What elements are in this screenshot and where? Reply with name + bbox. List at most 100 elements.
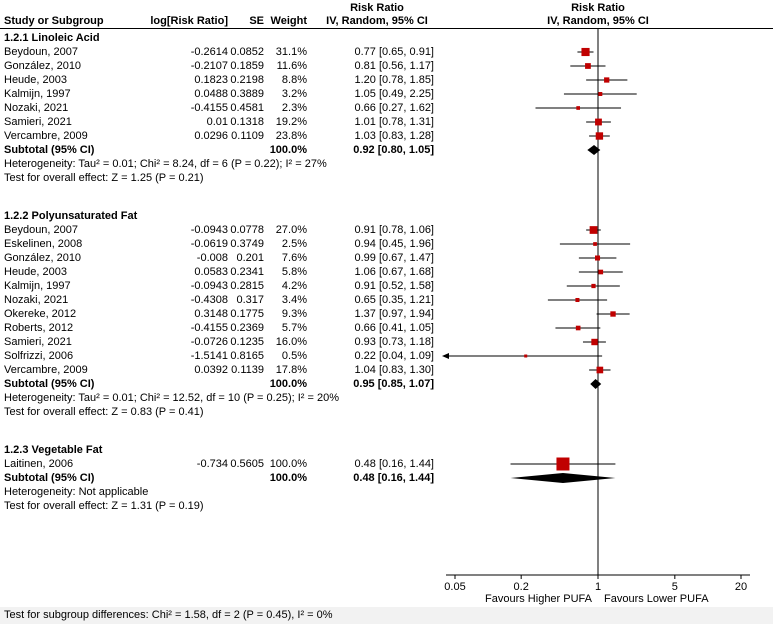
se-value: 0.3889 — [230, 88, 264, 100]
study-label: Eskelinen, 2008 — [4, 238, 83, 250]
study-row: Roberts, 2012 -0.4155 0.2369 5.7% 0.66 [0.41… — [0, 321, 773, 335]
weight-value: 3.2% — [281, 88, 307, 100]
weight-value: 9.3% — [281, 308, 307, 320]
log-rr-value: -0.0726 — [190, 336, 228, 348]
log-rr-value: -0.734 — [196, 458, 228, 470]
ci-text: 1.06 [0.67, 1.68] — [354, 266, 434, 278]
study-row: Samieri, 2021 0.01 0.1318 19.2% 1.01 [0.78, … — [0, 115, 773, 129]
se-value: 0.1775 — [230, 308, 264, 320]
study-row: Beydoun, 2007 -0.2614 0.0852 31.1% 0.77 [0.6… — [0, 45, 773, 59]
plot-column-subtitle: IV, Random, 95% CI — [547, 15, 649, 27]
weight-value: 2.3% — [281, 102, 307, 114]
effect-square — [596, 366, 604, 374]
study-row: Laitinen, 2006 -0.734 0.5605 100.0% 0.48 [0.… — [0, 457, 773, 471]
study-row: Eskelinen, 2008 -0.0619 0.3749 2.5% 0.94 [0.… — [0, 237, 773, 251]
weight-value: 5.8% — [281, 266, 307, 278]
study-label: Okereke, 2012 — [4, 308, 77, 320]
se-value: 0.3749 — [230, 238, 264, 250]
weight-value: 11.6% — [276, 60, 307, 72]
study-row: Kalmijn, 1997 0.0488 0.3889 3.2% 1.05 [0.49,… — [0, 87, 773, 101]
study-label: Nozaki, 2021 — [4, 102, 69, 114]
se-value: 0.2815 — [230, 280, 264, 292]
subtotal-diamond — [510, 473, 616, 483]
se-value: 0.1235 — [230, 336, 264, 348]
study-row: Vercambre, 2009 0.0296 0.1109 23.8% 1.03 [0.… — [0, 129, 773, 143]
subtotal-label: Subtotal (95% CI) — [4, 472, 95, 484]
log-rr-value: -0.0943 — [190, 280, 228, 292]
se-value: 0.8165 — [230, 350, 264, 362]
weight-value: 0.5% — [281, 350, 307, 362]
study-label: González, 2010 — [4, 60, 82, 72]
effect-square — [591, 338, 598, 346]
overall-effect-row: Test for overall effect: Z = 0.83 (P = 0… — [0, 405, 773, 419]
subgroup-title: 1.2.1 Linoleic Acid — [4, 32, 100, 44]
subgroup-title-row: 1.2.1 Linoleic Acid — [0, 31, 773, 45]
se-value: 0.5605 — [230, 458, 264, 470]
study-label: Heude, 2003 — [4, 266, 67, 278]
subtotal-label: Subtotal (95% CI) — [4, 378, 95, 390]
ci-text: 0.65 [0.35, 1.21] — [354, 294, 434, 306]
effect-square — [593, 242, 597, 246]
log-rr-value: -0.4155 — [190, 322, 228, 334]
study-label: Vercambre, 2009 — [4, 364, 88, 376]
subtotal-row: Subtotal (95% CI) 100.0% 0.48 [0.16, 1.44] — [0, 471, 773, 485]
effect-square — [595, 118, 602, 126]
study-label: Kalmijn, 1997 — [4, 88, 71, 100]
subgroup-title-row: 1.2.2 Polyunsaturated Fat — [0, 209, 773, 223]
ci-text: 0.22 [0.04, 1.09] — [354, 350, 434, 362]
study-row: Okereke, 2012 0.3148 0.1775 9.3% 1.37 [0.97,… — [0, 307, 773, 321]
effect-square — [610, 311, 616, 317]
ci-text: 0.99 [0.67, 1.47] — [354, 252, 434, 264]
weight-value: 27.0% — [275, 224, 307, 236]
ci-text: 0.91 [0.52, 1.58] — [354, 280, 434, 292]
study-label: Nozaki, 2021 — [4, 294, 69, 306]
subtotal-row: Subtotal (95% CI) 100.0% 0.95 [0.85, 1.07] — [0, 377, 773, 391]
effect-square — [598, 269, 604, 275]
study-label: Kalmijn, 1997 — [4, 280, 71, 292]
log-rr-value: 0.0392 — [194, 364, 228, 376]
ci-text: 0.66 [0.41, 1.05] — [354, 322, 434, 334]
heterogeneity-row: Heterogeneity: Not applicable — [0, 485, 773, 499]
favours-left-label: Favours Higher PUFA — [485, 593, 593, 605]
axis-tick-label: 1 — [595, 581, 601, 593]
heterogeneity-text: Heterogeneity: Tau² = 0.01; Chi² = 8.24,… — [4, 158, 327, 170]
subtotal-row: Subtotal (95% CI) 100.0% 0.92 [0.80, 1.05] — [0, 143, 773, 157]
heterogeneity-row: Heterogeneity: Tau² = 0.01; Chi² = 8.24,… — [0, 157, 773, 171]
heterogeneity-row: Heterogeneity: Tau² = 0.01; Chi² = 12.52… — [0, 391, 773, 405]
weight-value: 100.0% — [269, 458, 307, 470]
effect-square — [556, 457, 570, 471]
log-rr-value: 0.3148 — [194, 308, 228, 320]
subgroup-title-row: 1.2.3 Vegetable Fat — [0, 443, 773, 457]
subtotal-ci: 0.95 [0.85, 1.07] — [353, 378, 434, 390]
log-rr-value: 0.01 — [206, 116, 228, 128]
subtotal-weight: 100.0% — [269, 144, 307, 156]
se-value: 0.1318 — [230, 116, 264, 128]
effect-square — [575, 325, 581, 331]
ci-text: 1.01 [0.78, 1.31] — [354, 116, 434, 128]
subtotal-weight: 100.0% — [269, 378, 307, 390]
weight-value: 8.8% — [281, 74, 307, 86]
ci-text: 1.05 [0.49, 2.25] — [354, 88, 434, 100]
study-label: Vercambre, 2009 — [4, 130, 88, 142]
se-value: 0.1859 — [230, 60, 264, 72]
axis-tick-label: 5 — [672, 581, 678, 593]
study-row: Heude, 2003 0.0583 0.2341 5.8% 1.06 [0.67, 1… — [0, 265, 773, 279]
ci-text: 0.91 [0.78, 1.06] — [354, 224, 434, 236]
se-value: 0.2341 — [230, 266, 264, 278]
weight-value: 16.0% — [275, 336, 307, 348]
overall-effect-row: Test for overall effect: Z = 1.25 (P = 0… — [0, 171, 773, 185]
study-label: Solfrizzi, 2006 — [4, 350, 74, 362]
ci-arrow-left — [442, 353, 449, 359]
ci-column-title: Risk Ratio — [350, 2, 404, 14]
subtotal-ci: 0.92 [0.80, 1.05] — [353, 144, 434, 156]
effect-square — [589, 226, 598, 234]
effect-square — [598, 92, 603, 96]
se-value: 0.2369 — [230, 322, 264, 334]
study-row: Kalmijn, 1997 -0.0943 0.2815 4.2% 0.91 [0.52… — [0, 279, 773, 293]
effect-square — [604, 77, 610, 83]
study-row: Beydoun, 2007 -0.0943 0.0778 27.0% 0.91 [0.7… — [0, 223, 773, 237]
study-label: Laitinen, 2006 — [4, 458, 74, 470]
